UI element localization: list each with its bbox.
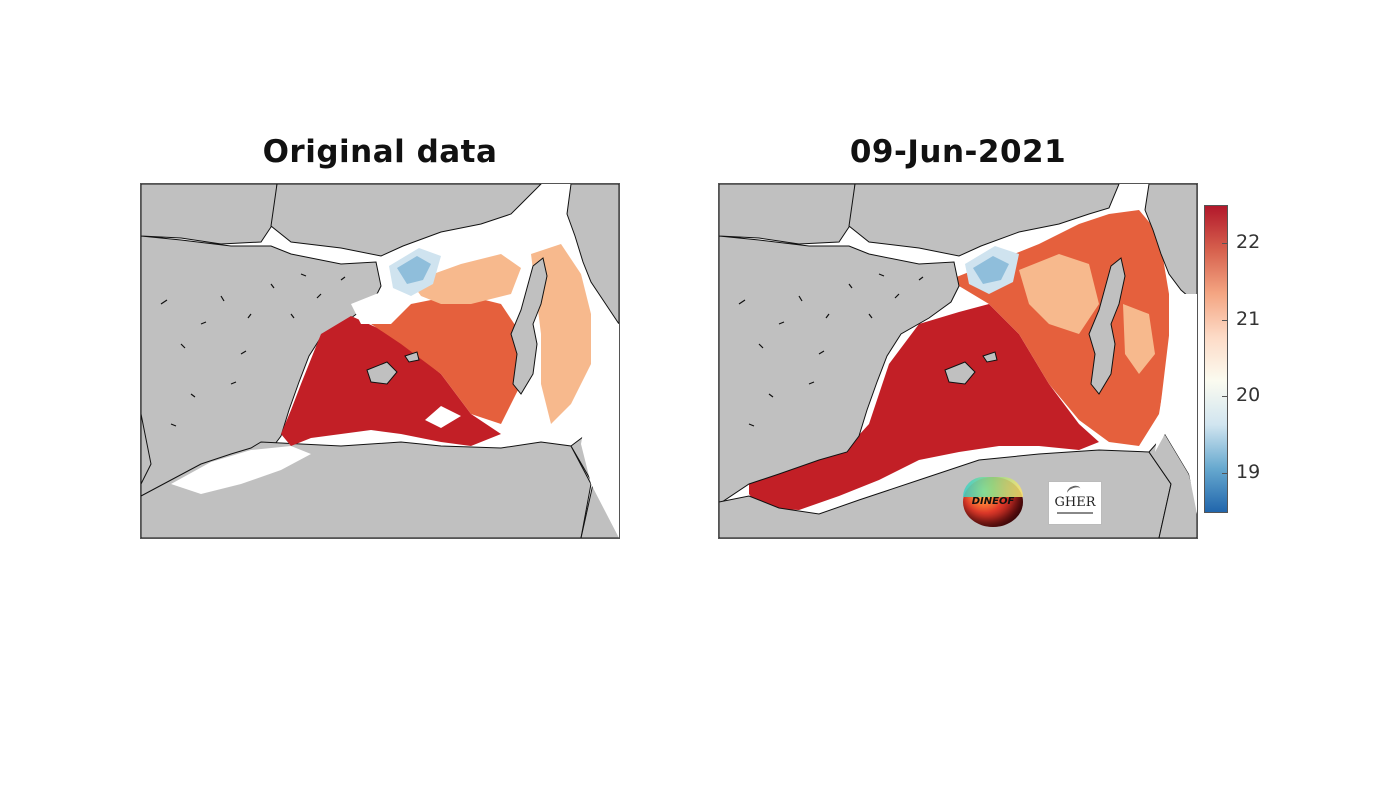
land-north-coast xyxy=(848,184,1120,257)
gher-logo-underline xyxy=(1057,512,1093,514)
coast-specks xyxy=(738,273,924,427)
island-mallorca xyxy=(944,361,976,385)
cloud-gap-east xyxy=(581,314,619,538)
island-menorca xyxy=(404,351,420,363)
reconstructed-data-map-svg xyxy=(719,184,1197,538)
island-corsica-sardinia xyxy=(1088,257,1126,395)
colorbar-tick-label: 20 xyxy=(1236,384,1261,407)
sst-warm-region xyxy=(371,294,521,424)
land-italy xyxy=(1144,184,1197,305)
land-north-coast xyxy=(270,184,542,257)
dineof-logo-text: DINEOF xyxy=(971,496,1015,507)
colorbar-tick-label: 22 xyxy=(1236,231,1261,254)
colorbar-tick-label: 19 xyxy=(1236,460,1261,483)
colorbar-tick-label: 21 xyxy=(1236,307,1261,330)
gher-logo-text: GHER xyxy=(1054,495,1096,510)
original-data-map-svg xyxy=(141,184,619,538)
original-data-map xyxy=(140,183,620,539)
sst-cold-region xyxy=(973,256,1009,284)
reconstructed-data-map xyxy=(718,183,1198,539)
cloud-gap-south xyxy=(171,446,311,494)
colorbar xyxy=(1204,205,1228,513)
sst-cold-region xyxy=(397,256,431,284)
land-iberia-france xyxy=(719,184,960,505)
dineof-logo-cap xyxy=(963,477,1023,497)
island-corsica-sardinia xyxy=(510,257,548,395)
no-data-strip-east xyxy=(1155,294,1197,514)
sst-hot-region xyxy=(749,304,1099,510)
island-menorca xyxy=(982,351,998,363)
dineof-logo: DINEOF xyxy=(963,477,1023,527)
colorbar-tick-mark xyxy=(1222,319,1227,321)
sst-mild-region xyxy=(411,244,591,424)
island-mallorca xyxy=(366,361,398,385)
colorbar-tick-mark xyxy=(1222,472,1227,474)
sst-mild-region xyxy=(1019,254,1155,374)
coast-specks xyxy=(160,273,346,427)
cloud-gap-center xyxy=(351,288,461,428)
colorbar-tick-mark xyxy=(1222,396,1227,398)
panel-title-date: 09-Jun-2021 xyxy=(849,134,1067,170)
panel-title-original: Original data xyxy=(262,134,498,170)
land-italy xyxy=(566,184,619,325)
colorbar-tick-mark xyxy=(1222,243,1227,245)
gher-logo: GHER xyxy=(1048,481,1102,525)
